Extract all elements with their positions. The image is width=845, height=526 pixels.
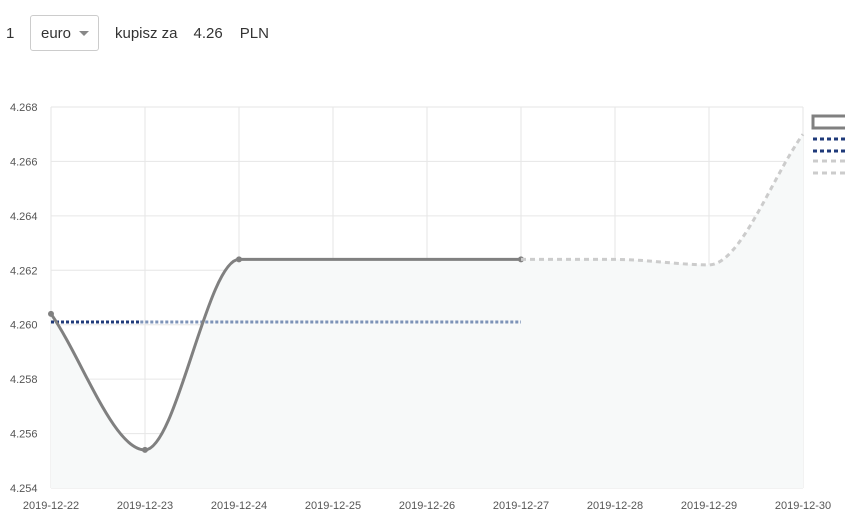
x-tick-label: 2019-12-25 [305, 500, 361, 512]
x-tick-label: 2019-12-26 [399, 500, 455, 512]
y-tick-label: 4.264 [10, 211, 38, 223]
y-tick-label: 4.268 [10, 102, 38, 114]
x-tick-label: 2019-12-24 [211, 500, 267, 512]
y-tick-label: 4.266 [10, 156, 38, 168]
chart-axes: 4.254 4.256 4.258 4.260 4.262 4.264 4.266 4.268… [10, 102, 831, 512]
currency-select[interactable]: euro [30, 15, 99, 51]
actual-area-fill [51, 259, 521, 488]
y-tick-label: 4.262 [10, 265, 38, 277]
currency-select-value: euro [41, 24, 72, 42]
x-tick-label: 2019-12-28 [587, 500, 643, 512]
rate-value: 4.26 [193, 24, 223, 42]
chevron-down-icon [79, 30, 89, 36]
x-tick-label: 2019-12-22 [23, 500, 79, 512]
y-tick-label: 4.254 [10, 483, 38, 495]
y-tick-label: 4.256 [10, 429, 38, 441]
buy-label: kupisz za [115, 24, 178, 42]
x-tick-label: 2019-12-23 [117, 500, 173, 512]
y-tick-label: 4.258 [10, 374, 38, 386]
chart-legend[interactable] [811, 114, 845, 175]
x-tick-label: 2019-12-29 [681, 500, 737, 512]
legend-swatch-actual [811, 114, 845, 130]
x-tick-label: 2019-12-27 [493, 500, 549, 512]
x-tick-label: 2019-12-30 [775, 500, 831, 512]
chart-series [48, 133, 805, 453]
chart-area [51, 134, 803, 488]
currency-converter: 1 euro kupisz za 4.26 PLN [0, 15, 269, 51]
forecast-area-fill [521, 134, 803, 488]
amount-value[interactable]: 1 [6, 24, 15, 42]
actual-line [49, 257, 521, 452]
y-tick-label: 4.260 [10, 320, 38, 332]
actual-point [142, 446, 148, 453]
actual-point [48, 310, 54, 317]
currency-unit: PLN [239, 24, 269, 42]
actual-point [236, 256, 242, 263]
